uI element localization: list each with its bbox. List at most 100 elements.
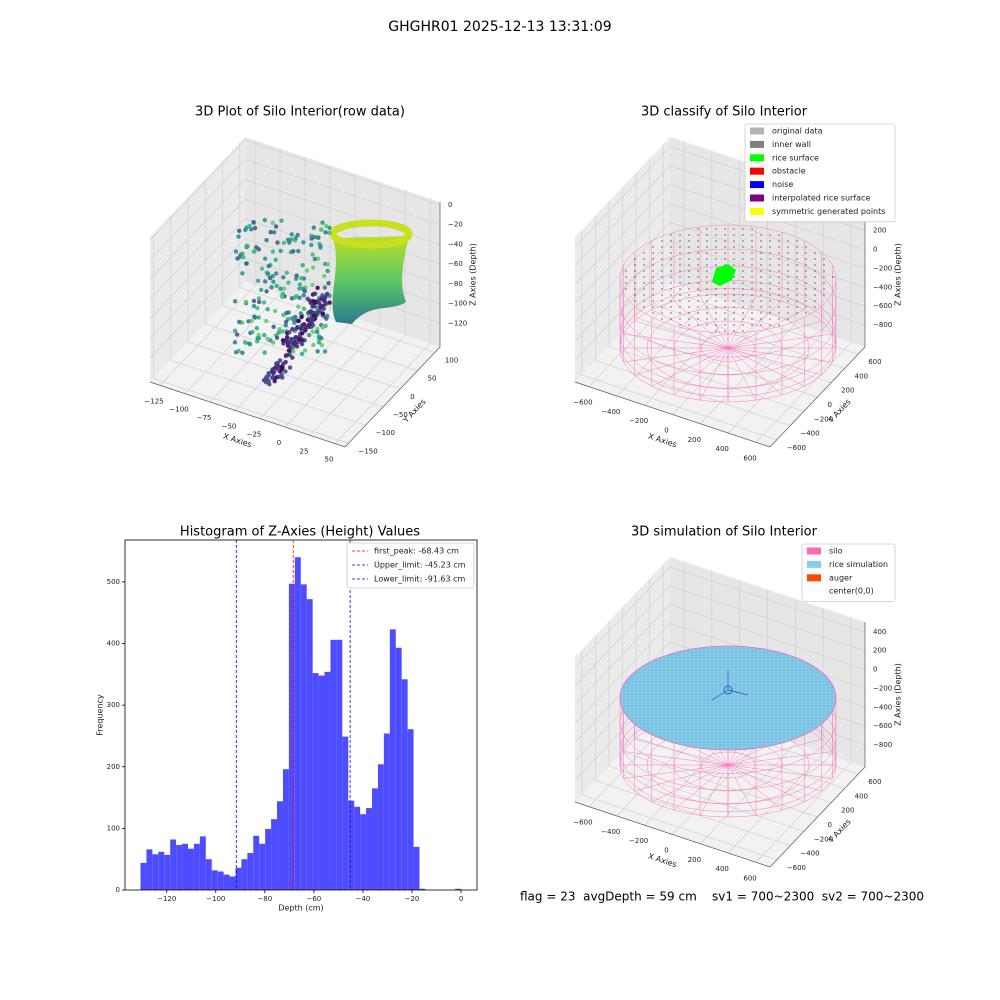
interpolated-point: [706, 294, 708, 296]
interpolated-point: [661, 264, 663, 266]
point: [246, 319, 251, 324]
point: [304, 268, 310, 273]
interpolated-point: [733, 276, 735, 278]
point: [312, 256, 318, 262]
point: [275, 240, 280, 245]
bar: [401, 679, 408, 890]
interpolated-point: [751, 276, 753, 278]
interpolated-point: [697, 228, 699, 230]
point: [320, 293, 325, 298]
interpolated-point: [679, 264, 681, 266]
point: [290, 355, 295, 360]
point: [296, 318, 301, 324]
x-tick-label: −75: [197, 414, 212, 422]
interpolated-point: [679, 306, 681, 308]
grid-line: [187, 197, 384, 408]
legend-label: auger: [829, 573, 853, 582]
x-tick-label: 25: [300, 447, 309, 455]
point: [290, 336, 295, 342]
point: [286, 310, 291, 315]
interpolated-point: [814, 276, 816, 278]
point: [251, 298, 257, 304]
interpolated-point: [733, 252, 735, 254]
interpolated-point: [787, 246, 789, 248]
interpolated-point: [625, 288, 627, 290]
interpolated-point: [796, 294, 798, 296]
interpolated-point: [778, 282, 780, 284]
interpolated-point: [706, 276, 708, 278]
point: [305, 317, 311, 323]
interpolated-point: [724, 258, 726, 260]
point: [323, 223, 329, 229]
interpolated-point: [733, 318, 735, 320]
interpolated-point: [652, 300, 654, 302]
grid-line: [616, 150, 713, 397]
z-axis-label: Z Axies (Depth): [469, 243, 478, 306]
point: [315, 256, 321, 261]
interpolated-point: [697, 270, 699, 272]
bar: [176, 845, 183, 890]
x-tick-label: −200: [629, 837, 648, 845]
interpolated-point: [760, 282, 762, 284]
interpolated-point: [751, 324, 753, 326]
interpolated-point: [697, 312, 699, 314]
grid-line: [700, 598, 796, 845]
interpolated-point: [742, 306, 744, 308]
interpolated-point: [769, 294, 771, 296]
interpolated-point: [679, 252, 681, 254]
interpolated-point: [697, 258, 699, 260]
interpolated-point: [661, 246, 663, 248]
point: [281, 312, 286, 318]
y-tick-label: 400: [855, 372, 868, 380]
interpolated-point: [805, 282, 807, 284]
point: [316, 298, 321, 303]
interpolated-point: [652, 270, 654, 272]
interpolated-point: [715, 312, 717, 314]
y-tick-label: 0: [410, 393, 414, 401]
interpolated-point: [652, 246, 654, 248]
grid-line: [149, 139, 441, 241]
point: [251, 249, 257, 254]
interpolated-point: [643, 252, 645, 254]
interpolated-point: [814, 282, 816, 284]
point: [254, 325, 260, 331]
x-tick-label: −400: [601, 408, 620, 416]
interpolated-point: [733, 258, 735, 260]
interpolated-point: [724, 288, 726, 290]
bar: [259, 843, 266, 890]
point: [251, 303, 257, 309]
legend-label: Lower_limit: -91.63 cm: [374, 575, 466, 584]
point: [301, 240, 306, 245]
x-tick-label: −20: [405, 895, 420, 903]
point: [276, 330, 282, 335]
grid-line: [153, 233, 349, 444]
interpolated-point: [688, 312, 690, 314]
interpolated-point: [823, 276, 825, 278]
interpolated-point: [652, 312, 654, 314]
point: [290, 326, 295, 332]
z-tick-label: 0: [873, 666, 877, 674]
point: [240, 251, 245, 256]
interpolated-point: [697, 282, 699, 284]
point: [299, 275, 304, 281]
bar: [389, 629, 396, 890]
x-tick-label: 200: [688, 436, 701, 444]
y-tick-label: −50: [393, 411, 408, 419]
bar: [342, 736, 349, 890]
interpolated-point: [769, 240, 771, 242]
interpolated-point: [643, 306, 645, 308]
interpolated-point: [670, 312, 672, 314]
point: [272, 378, 277, 384]
interpolated-point: [679, 288, 681, 290]
x-tick-label: −120: [157, 895, 176, 903]
interpolated-point: [751, 318, 753, 320]
x-tick-label: 0: [277, 439, 281, 447]
point: [302, 288, 308, 294]
interpolated-point: [742, 264, 744, 266]
point: [252, 225, 258, 231]
interpolated-point: [814, 288, 816, 290]
interpolated-point: [787, 300, 789, 302]
point: [243, 299, 249, 305]
silo-ring: [619, 293, 837, 403]
silo-wireframe: [619, 645, 837, 818]
